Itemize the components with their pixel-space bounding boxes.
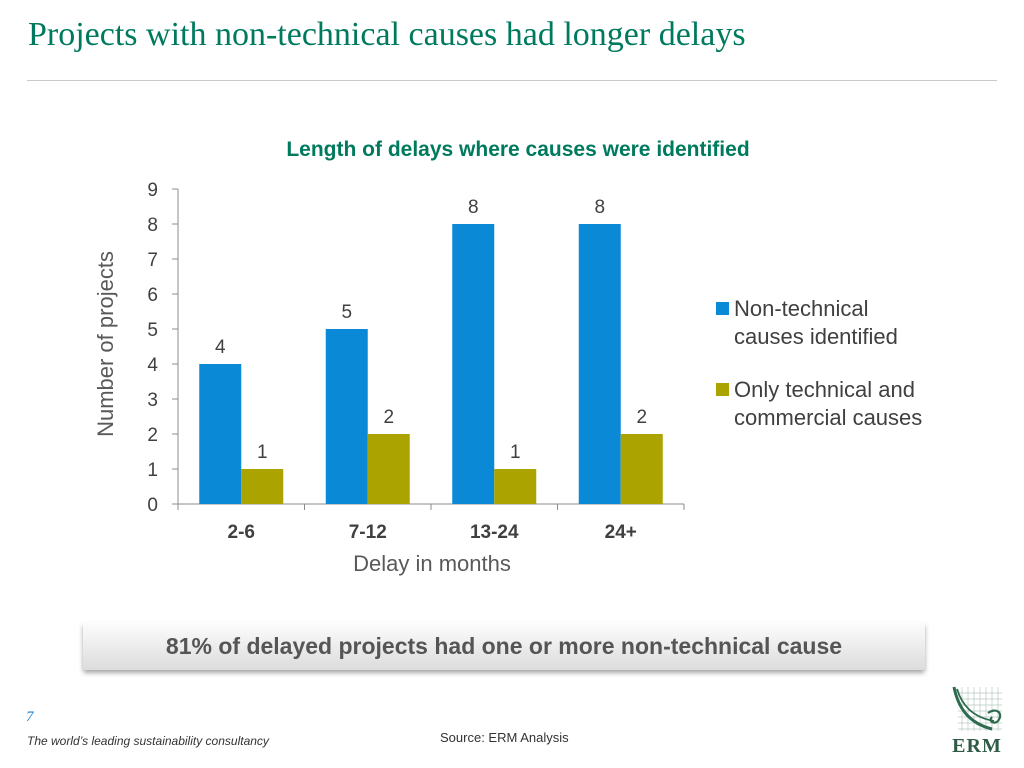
y-axis-title: Number of projects: [93, 251, 118, 437]
x-tick-label: 2-6: [228, 522, 255, 543]
legend-label-line: Only technical and: [734, 377, 915, 402]
erm-logo-icon: [952, 686, 1002, 731]
y-tick-label: 6: [147, 285, 158, 306]
x-tick-label: 7-12: [349, 522, 387, 543]
erm-logo: ERM: [948, 683, 1006, 763]
data-label: 2: [383, 407, 394, 428]
y-tick-label: 9: [147, 180, 158, 201]
slide-title: Projects with non-technical causes had l…: [28, 16, 746, 53]
page-number: 7: [26, 709, 34, 725]
data-label: 2: [636, 407, 647, 428]
bar-technical-commercial: [494, 469, 537, 504]
y-tick-label: 0: [147, 495, 158, 516]
bar-non-technical: [452, 224, 495, 504]
data-label: 5: [341, 302, 352, 323]
bar-technical-commercial: [241, 469, 284, 504]
chart-title: Length of delays where causes were ident…: [286, 138, 749, 161]
x-axis-title: Delay in months: [353, 551, 511, 576]
source-note: Source: ERM Analysis: [440, 730, 569, 745]
legend-label-line: commercial causes: [734, 405, 922, 430]
y-tick-label: 4: [147, 355, 158, 376]
key-finding-callout: 81% of delayed projects had one or more …: [83, 622, 925, 670]
y-tick-label: 7: [147, 250, 158, 271]
legend-swatch: [716, 302, 729, 315]
data-label: 8: [468, 197, 479, 218]
data-label: 8: [594, 197, 605, 218]
x-tick-label: 13-24: [470, 522, 519, 543]
y-tick-label: 8: [147, 215, 158, 236]
bar-technical-commercial: [367, 434, 410, 504]
title-divider: [27, 80, 997, 81]
legend-label: Only technical and commercial causes: [734, 377, 922, 430]
y-tick-label: 1: [147, 460, 158, 481]
data-label: 1: [257, 442, 268, 463]
bar-non-technical: [199, 364, 242, 504]
y-tick-label: 5: [147, 320, 158, 341]
y-tick-label: 2: [147, 425, 158, 446]
legend-swatch: [716, 383, 729, 396]
bar-non-technical: [578, 224, 621, 504]
legend-label-line: causes identified: [734, 324, 898, 349]
x-tick-label: 24+: [605, 522, 637, 543]
bar-technical-commercial: [620, 434, 663, 504]
y-tick-label: 3: [147, 390, 158, 411]
data-label: 4: [215, 337, 226, 358]
legend-label-line: Non-technical: [734, 296, 869, 321]
data-label: 1: [510, 442, 521, 463]
erm-logo-text: ERM: [952, 735, 1002, 757]
company-tagline: The world’s leading sustainability consu…: [27, 734, 269, 748]
key-finding-text: 81% of delayed projects had one or more …: [165, 632, 843, 659]
legend-label: Non-technical causes identified: [734, 296, 898, 349]
bar-chart: Length of delays where causes were ident…: [93, 138, 922, 576]
bar-non-technical: [325, 329, 368, 504]
